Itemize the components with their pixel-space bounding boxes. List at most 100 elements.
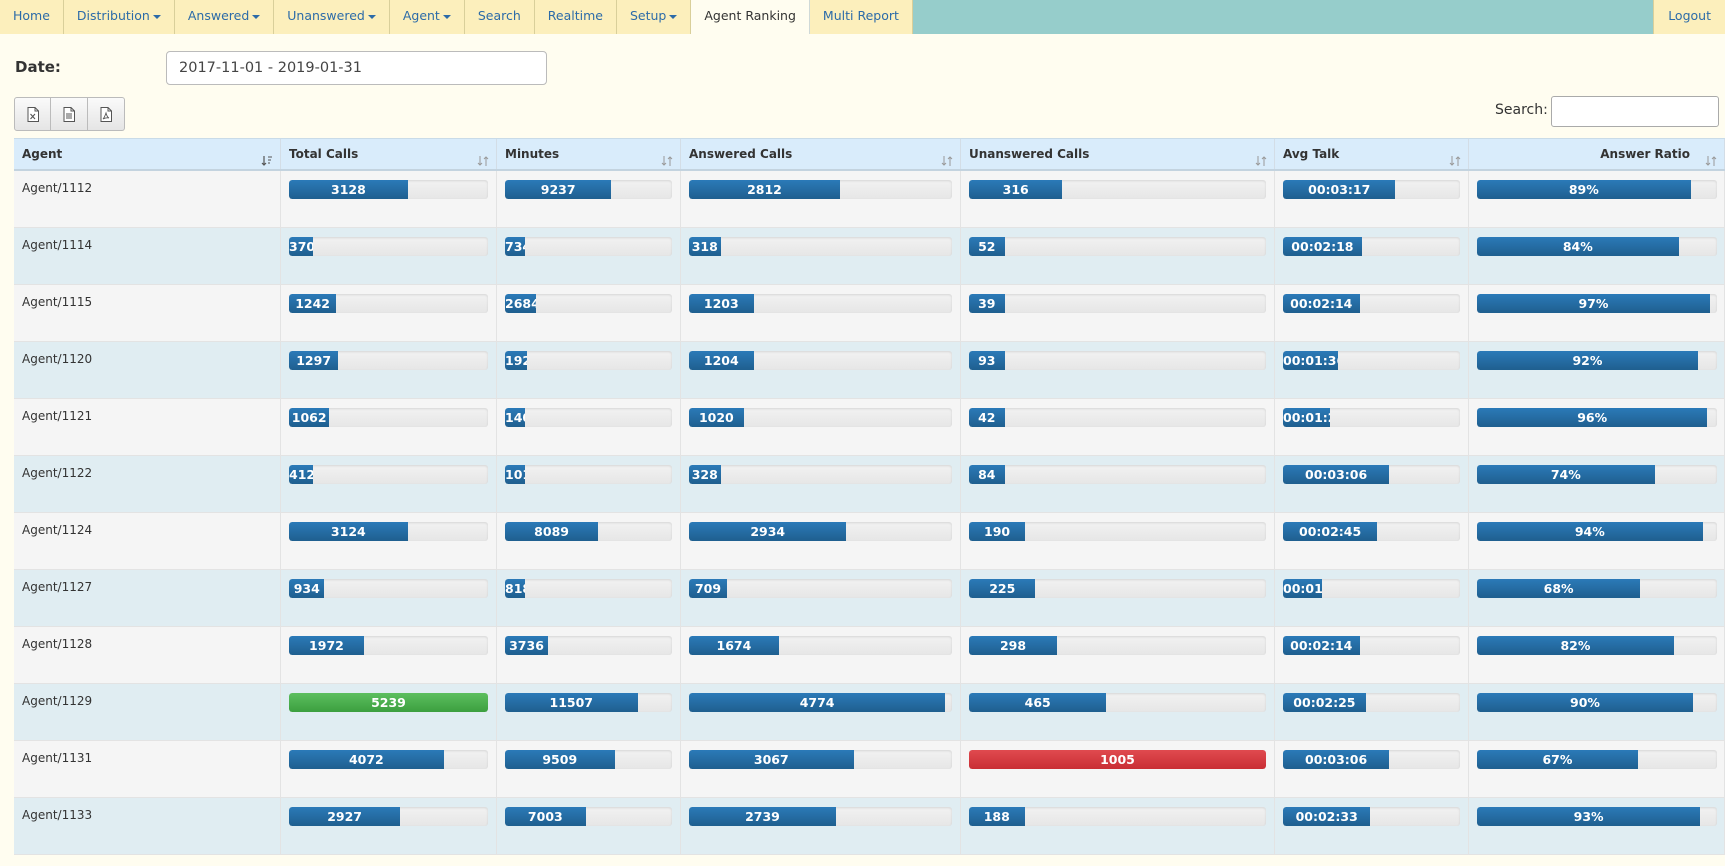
progress-fill: 74% bbox=[1477, 465, 1655, 484]
progress-bar: 1018 bbox=[505, 465, 672, 484]
top-nav: Home Distribution Answered Unanswered Agent S… bbox=[0, 0, 1725, 34]
nav-item-label: Multi Report bbox=[822, 8, 899, 23]
progress-fill: 4072 bbox=[289, 750, 444, 769]
search-label: Search: bbox=[1495, 102, 1548, 118]
ratio-cell: 92% bbox=[1469, 342, 1725, 398]
avg_talk-cell: 00:03:06 bbox=[1275, 741, 1469, 797]
table-row: Agent/1131 4072 9509 3067 1005 00:03:06 67% bbox=[14, 741, 1725, 798]
nav-item-distribution[interactable]: Distribution bbox=[63, 0, 175, 34]
column-header-answered-calls[interactable]: Answered Calls bbox=[681, 139, 961, 169]
progress-fill: 90% bbox=[1477, 693, 1693, 712]
total-cell: 5239 bbox=[281, 684, 497, 740]
progress-fill: 00:01:36 bbox=[1283, 351, 1338, 370]
nav-item-unanswered[interactable]: Unanswered bbox=[274, 0, 390, 34]
minutes-cell: 2684 bbox=[497, 285, 681, 341]
table-row: Agent/1133 2927 7003 2739 188 00:02:33 93% bbox=[14, 798, 1725, 855]
progress-bar: 00:02:18 bbox=[1283, 237, 1460, 256]
total-cell: 934 bbox=[281, 570, 497, 626]
sort-icon bbox=[1255, 148, 1267, 166]
progress-bar: 225 bbox=[969, 579, 1266, 598]
progress-bar: 316 bbox=[969, 180, 1266, 199]
progress-bar: 2934 bbox=[689, 522, 952, 541]
nav-item-setup[interactable]: Setup bbox=[616, 0, 692, 34]
progress-bar: 00:02:33 bbox=[1283, 807, 1460, 826]
progress-fill: 00:03:06 bbox=[1283, 465, 1390, 484]
column-header-minutes[interactable]: Minutes bbox=[497, 139, 681, 169]
progress-fill: 52 bbox=[969, 237, 1005, 256]
progress-bar: 1920 bbox=[505, 351, 672, 370]
progress-fill: 1674 bbox=[689, 636, 779, 655]
progress-fill: 7003 bbox=[505, 807, 586, 826]
progress-bar: 1674 bbox=[689, 636, 952, 655]
column-header-unanswered-calls[interactable]: Unanswered Calls bbox=[961, 139, 1275, 169]
nav-item-answered[interactable]: Answered bbox=[174, 0, 275, 34]
nav-item-agent[interactable]: Agent bbox=[389, 0, 465, 34]
progress-fill: 00:02:18 bbox=[1283, 237, 1362, 256]
total-cell: 4072 bbox=[281, 741, 497, 797]
progress-fill: 1920 bbox=[505, 351, 528, 370]
progress-fill: 1404 bbox=[505, 408, 526, 427]
progress-bar: 00:01:36 bbox=[1283, 351, 1460, 370]
progress-bar: 00:03:17 bbox=[1283, 180, 1460, 199]
table-row: Agent/1115 1242 2684 1203 39 00:02:14 97% bbox=[14, 285, 1725, 342]
nav-item-multi-report[interactable]: Multi Report bbox=[809, 0, 913, 34]
progress-fill: 190 bbox=[969, 522, 1026, 541]
progress-fill: 934 bbox=[289, 579, 325, 598]
minutes-cell: 11507 bbox=[497, 684, 681, 740]
column-header-agent[interactable]: Agent bbox=[14, 139, 281, 169]
nav-item-label: Answered bbox=[187, 8, 250, 23]
table-row: Agent/1120 1297 1920 1204 93 00:01:36 92% bbox=[14, 342, 1725, 399]
progress-bar: 3736 bbox=[505, 636, 672, 655]
progress-bar: 1005 bbox=[969, 750, 1266, 769]
minutes-cell: 8089 bbox=[497, 513, 681, 569]
caret-down-icon bbox=[252, 14, 261, 19]
nav-item-agent-ranking[interactable]: Agent Ranking bbox=[691, 0, 810, 34]
agent-cell: Agent/1122 bbox=[14, 456, 281, 512]
ratio-cell: 96% bbox=[1469, 399, 1725, 455]
avg_talk-cell: 00:02:45 bbox=[1275, 513, 1469, 569]
progress-fill: 3067 bbox=[689, 750, 854, 769]
logout-link[interactable]: Logout bbox=[1653, 0, 1725, 34]
column-header-answer-ratio[interactable]: Answer Ratio bbox=[1469, 139, 1725, 169]
minutes-cell: 734 bbox=[497, 228, 681, 284]
progress-bar: 298 bbox=[969, 636, 1266, 655]
nav-item-realtime[interactable]: Realtime bbox=[534, 0, 617, 34]
progress-fill: 00:03:06 bbox=[1283, 750, 1390, 769]
nav-item-home[interactable]: Home bbox=[0, 0, 64, 34]
progress-bar: 734 bbox=[505, 237, 672, 256]
csv-export-button[interactable] bbox=[51, 97, 88, 131]
agent-cell: Agent/1133 bbox=[14, 798, 281, 854]
search-input[interactable] bbox=[1551, 96, 1719, 127]
progress-fill: 39 bbox=[969, 294, 1005, 313]
total-cell: 1242 bbox=[281, 285, 497, 341]
progress-fill: 68% bbox=[1477, 579, 1641, 598]
progress-bar: 1203 bbox=[689, 294, 952, 313]
progress-bar: 3067 bbox=[689, 750, 952, 769]
avg_talk-cell: 00:02:25 bbox=[1275, 684, 1469, 740]
progress-bar: 1972 bbox=[289, 636, 488, 655]
progress-bar: 00:03:06 bbox=[1283, 750, 1460, 769]
pdf-export-button[interactable] bbox=[88, 97, 125, 131]
avg_talk-cell: 00:02:14 bbox=[1275, 285, 1469, 341]
progress-bar: 82% bbox=[1477, 636, 1717, 655]
caret-down-icon bbox=[367, 14, 376, 19]
progress-bar: 00:02:45 bbox=[1283, 522, 1460, 541]
excel-export-icon bbox=[27, 106, 39, 122]
total-cell: 3124 bbox=[281, 513, 497, 569]
progress-bar: 318 bbox=[689, 237, 952, 256]
nav-item-label: Distribution bbox=[76, 8, 150, 23]
excel-export-button[interactable] bbox=[14, 97, 51, 131]
progress-fill: 3736 bbox=[505, 636, 549, 655]
nav-item-search[interactable]: Search bbox=[464, 0, 535, 34]
progress-bar: 00:02:14 bbox=[1283, 636, 1460, 655]
progress-fill: 465 bbox=[969, 693, 1107, 712]
column-header-total-calls[interactable]: Total Calls bbox=[281, 139, 497, 169]
column-header-avg-talk[interactable]: Avg Talk bbox=[1275, 139, 1469, 169]
date-range-input[interactable]: 2017-11-01 - 2019-01-31 bbox=[166, 51, 547, 85]
answered-cell: 4774 bbox=[681, 684, 961, 740]
progress-bar: 412 bbox=[289, 465, 488, 484]
progress-fill: 1005 bbox=[969, 750, 1266, 769]
answered-cell: 1674 bbox=[681, 627, 961, 683]
progress-fill: 00:02:14 bbox=[1283, 636, 1360, 655]
answered-cell: 328 bbox=[681, 456, 961, 512]
